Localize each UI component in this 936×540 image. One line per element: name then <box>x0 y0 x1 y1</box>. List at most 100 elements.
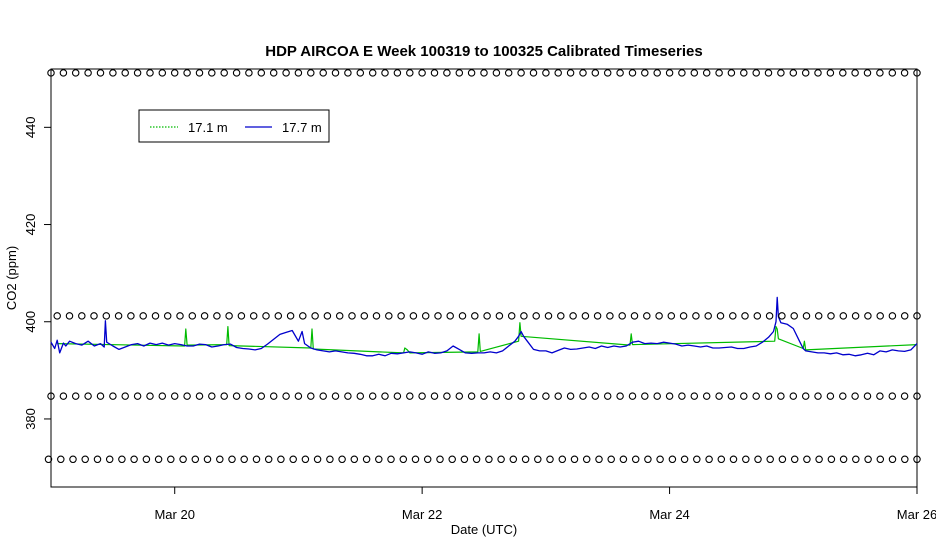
marker-point <box>368 392 377 400</box>
marker-point <box>544 312 553 320</box>
marker-point <box>163 312 172 320</box>
marker-point <box>237 312 246 320</box>
marker-point <box>504 392 513 400</box>
x-axis: Mar 20 Mar 22 Mar 24 Mar 26 <box>154 487 936 522</box>
marker-point <box>338 455 346 464</box>
marker-point <box>96 69 105 77</box>
x-tick-label-22: Mar 22 <box>402 507 442 522</box>
marker-point <box>566 69 575 77</box>
marker-point <box>133 69 142 77</box>
marker-point <box>264 455 273 464</box>
marker-point <box>331 392 340 400</box>
marker-point <box>741 312 749 320</box>
marker-point <box>546 455 554 464</box>
marker-point <box>595 455 603 464</box>
marker-point <box>418 392 426 400</box>
marker-point <box>176 312 184 320</box>
marker-point <box>667 312 676 320</box>
marker-point <box>717 455 726 464</box>
marker-point <box>678 69 686 77</box>
marker-point <box>690 392 699 400</box>
marker-point <box>44 455 53 464</box>
marker-point <box>900 392 909 400</box>
marker-point <box>715 69 723 77</box>
marker-point <box>455 69 464 77</box>
marker-point <box>282 69 290 77</box>
plot-frame <box>50 68 918 488</box>
marker-point <box>517 69 525 77</box>
marker-point <box>257 69 266 77</box>
marker-point <box>900 312 909 320</box>
marker-point <box>752 392 760 400</box>
marker-point <box>727 69 736 77</box>
marker-point <box>653 392 661 400</box>
marker-point <box>387 455 395 464</box>
marker-point <box>65 312 74 320</box>
marker-point <box>225 312 233 320</box>
marker-point <box>628 392 637 400</box>
marker-point <box>356 69 365 77</box>
series-line-0 <box>57 322 918 354</box>
marker-point <box>616 392 624 400</box>
marker-point <box>158 392 167 400</box>
marker-point <box>446 312 454 320</box>
marker-point <box>678 392 686 400</box>
marker-point <box>839 455 848 464</box>
marker-point <box>826 392 835 400</box>
marker-point <box>282 392 290 400</box>
marker-point <box>467 392 476 400</box>
marker-point <box>434 312 442 320</box>
marker-point <box>208 392 216 400</box>
marker-point <box>542 392 550 400</box>
marker-point <box>827 455 836 464</box>
series-line-1 <box>50 296 918 357</box>
marker-point <box>81 455 89 464</box>
marker-point <box>656 455 664 464</box>
marker-point <box>690 69 699 77</box>
marker-point <box>815 455 823 464</box>
marker-point <box>665 69 674 77</box>
marker-point <box>492 392 501 400</box>
marker-point <box>311 312 319 320</box>
marker-point <box>864 455 872 464</box>
marker-point <box>216 455 224 464</box>
marker-point <box>532 312 540 320</box>
marker-point <box>307 392 315 400</box>
marker-point <box>188 312 197 320</box>
marker-point <box>133 392 142 400</box>
marker-point <box>406 69 414 77</box>
marker-point <box>542 69 550 77</box>
marker-point <box>913 455 921 464</box>
marker-point <box>109 392 117 400</box>
marker-point <box>702 392 711 400</box>
marker-point <box>467 69 476 77</box>
marker-point <box>399 455 408 464</box>
marker-point <box>423 455 432 464</box>
marker-point <box>591 69 600 77</box>
marker-point <box>455 392 464 400</box>
marker-point <box>752 69 760 77</box>
marker-point <box>619 455 628 464</box>
marker-point <box>680 455 689 464</box>
marker-point <box>777 392 785 400</box>
marker-point <box>170 69 179 77</box>
marker-point <box>142 455 151 464</box>
marker-point <box>715 392 723 400</box>
marker-point <box>655 312 663 320</box>
marker-point <box>901 455 909 464</box>
marker-point <box>900 69 909 77</box>
marker-point <box>121 392 129 400</box>
legend-label-17-1m: 17.1 m <box>188 120 228 135</box>
marker-point <box>109 69 117 77</box>
marker-point <box>406 392 414 400</box>
marker-point <box>146 392 154 400</box>
marker-point <box>289 455 297 464</box>
marker-point <box>509 455 518 464</box>
marker-point <box>603 392 612 400</box>
marker-point <box>220 69 228 77</box>
marker-point <box>443 392 451 400</box>
marker-point <box>851 392 859 400</box>
marker-point <box>581 312 590 320</box>
marker-point <box>754 455 762 464</box>
